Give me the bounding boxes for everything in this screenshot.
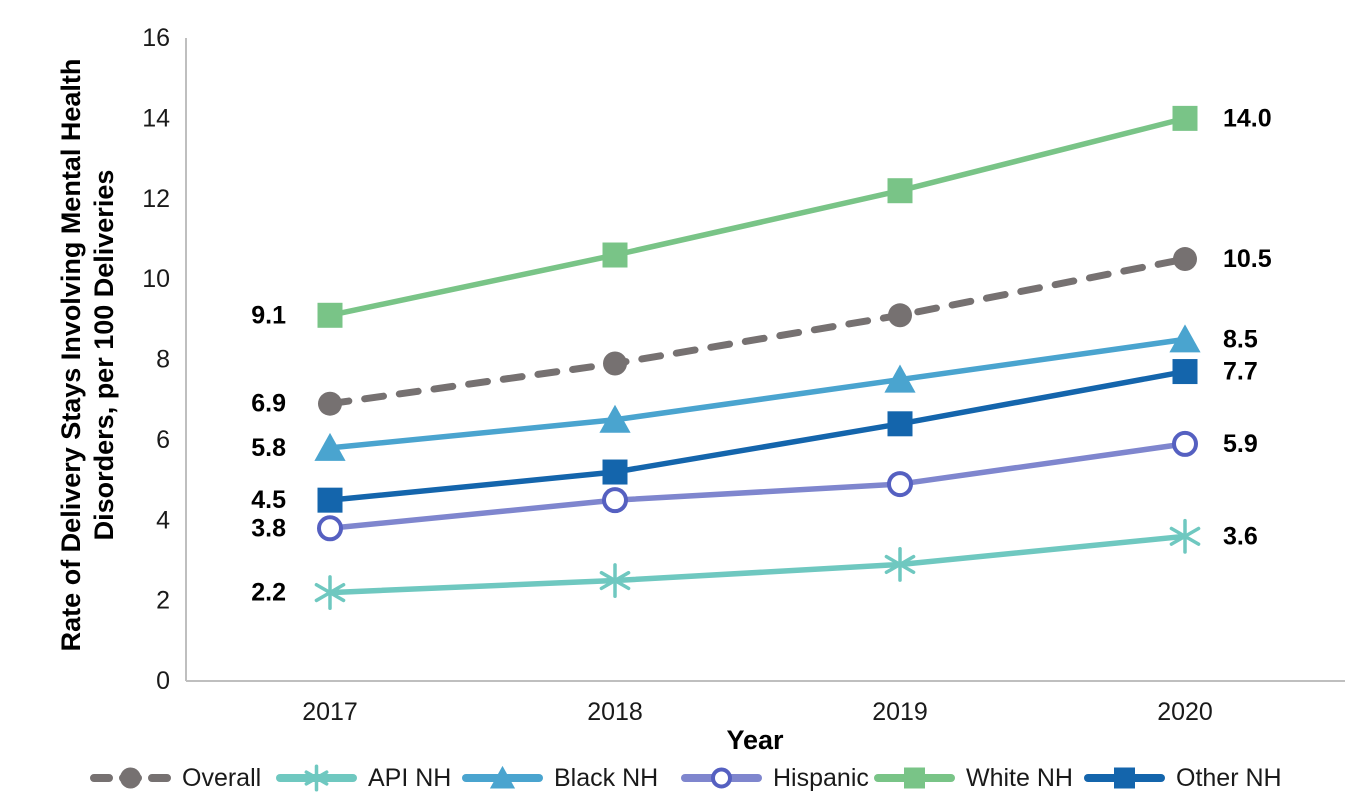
marker-other-nh-2017 (317, 487, 343, 513)
y-tick-label: 12 (142, 185, 170, 213)
series-line-hispanic (327, 441, 1188, 532)
asterisk-spoke (314, 582, 346, 603)
marker-overall-2017 (318, 391, 342, 416)
marker-white-nh-2018 (602, 242, 628, 268)
data-label-last-other-nh: 7.7 (1223, 358, 1258, 386)
legend-label-white-nh: White NH (966, 764, 1073, 792)
y-tick-label: 16 (142, 24, 170, 52)
marker-white-nh-2019 (887, 178, 913, 204)
marker-other-nh-2018 (602, 459, 628, 485)
data-label-last-api-nh: 3.6 (1223, 522, 1258, 550)
data-label-first-hispanic: 3.8 (251, 514, 286, 542)
asterisk-spoke (304, 770, 329, 786)
legend-item-other-nh: Other NH (1084, 764, 1282, 792)
marker-black-nh-2019 (884, 364, 916, 393)
legend-item-overall: Overall (90, 764, 261, 792)
legend-marker-black-nh (489, 765, 516, 789)
y-tick-label: 10 (142, 265, 170, 293)
y-tick-label: 4 (156, 506, 170, 534)
marker-white-nh-2017 (317, 302, 343, 328)
legend-label-hispanic: Hispanic (773, 764, 869, 792)
chart-legend: Overall API NH Black NH Hispanic White NH Oth… (90, 764, 1282, 792)
marker-black-nh-2020 (1169, 324, 1201, 353)
legend-item-black-nh: Black NH (462, 764, 658, 792)
marker-other-nh-2020 (1172, 359, 1198, 385)
marker-hispanic-2018 (602, 487, 628, 514)
x-tick-label: 2019 (872, 698, 928, 726)
marker-overall-2019 (888, 303, 912, 328)
data-label-last-white-nh: 14.0 (1223, 104, 1272, 132)
data-label-first-api-nh: 2.2 (251, 579, 286, 607)
data-label-first-black-nh: 5.8 (251, 434, 286, 462)
data-label-first-white-nh: 9.1 (251, 301, 286, 329)
series-line-overall (326, 255, 1189, 408)
data-label-first-overall: 6.9 (251, 390, 286, 418)
x-tick-label: 2020 (1157, 698, 1213, 726)
legend-marker-other-nh (1114, 767, 1135, 789)
x-axis-title: Year (726, 725, 784, 755)
marker-overall-2018 (603, 351, 627, 376)
legend-label-black-nh: Black NH (554, 764, 658, 792)
data-label-last-black-nh: 8.5 (1223, 325, 1258, 353)
marker-hispanic-2019 (887, 471, 913, 498)
marker-hispanic-2020 (1172, 430, 1198, 457)
asterisk-spoke (884, 554, 916, 575)
marker-api-nh-2019 (884, 547, 916, 582)
marker-black-nh-2017 (314, 432, 346, 461)
legend-label-other-nh: Other NH (1176, 764, 1282, 792)
marker-other-nh-2019 (887, 411, 913, 437)
y-axis-title-line2: Disorders, per 100 Deliveries (89, 170, 119, 541)
legend-marker-hispanic (711, 767, 732, 789)
legend-item-api-nh: API NH (276, 764, 451, 792)
series-line-black-nh (327, 336, 1188, 451)
legend-marker-white-nh (904, 767, 925, 789)
marker-black-nh-2018 (599, 404, 631, 433)
marker-api-nh-2020 (1169, 518, 1201, 554)
y-axis-title-line1: Rate of Delivery Stays Involving Mental … (56, 59, 86, 652)
asterisk-spoke (599, 570, 631, 591)
y-tick-label: 14 (142, 104, 170, 132)
legend-marker-overall (120, 767, 141, 789)
series-line-other-nh (327, 368, 1188, 503)
y-tick-label: 6 (156, 426, 170, 454)
marker-api-nh-2017 (314, 575, 346, 611)
series-line-api-nh (327, 533, 1188, 596)
marker-white-nh-2020 (1172, 105, 1198, 131)
marker-overall-2020 (1173, 247, 1197, 272)
x-tick-label: 2017 (302, 698, 358, 726)
data-label-last-hispanic: 5.9 (1223, 430, 1258, 458)
x-tick-label: 2018 (587, 698, 643, 726)
legend-label-overall: Overall (182, 764, 261, 792)
plot-area: 0 2 4 6 8 10 12 14 16 2017 2018 2019 2020 6.9 10.5 2.2 3… (142, 24, 1345, 726)
legend-marker-api-nh (304, 764, 329, 792)
marker-api-nh-2018 (599, 563, 631, 598)
y-tick-label: 8 (156, 346, 170, 374)
y-tick-label: 0 (156, 667, 170, 695)
legend-item-white-nh: White NH (874, 764, 1073, 792)
legend-item-hispanic: Hispanic (681, 764, 869, 792)
data-label-last-overall: 10.5 (1223, 245, 1272, 273)
data-label-first-other-nh: 4.5 (251, 486, 286, 514)
y-tick-label: 2 (156, 587, 170, 615)
legend-label-api-nh: API NH (368, 764, 451, 792)
series-line-white-nh (327, 115, 1188, 319)
marker-hispanic-2017 (317, 515, 343, 542)
asterisk-spoke (1169, 526, 1201, 546)
